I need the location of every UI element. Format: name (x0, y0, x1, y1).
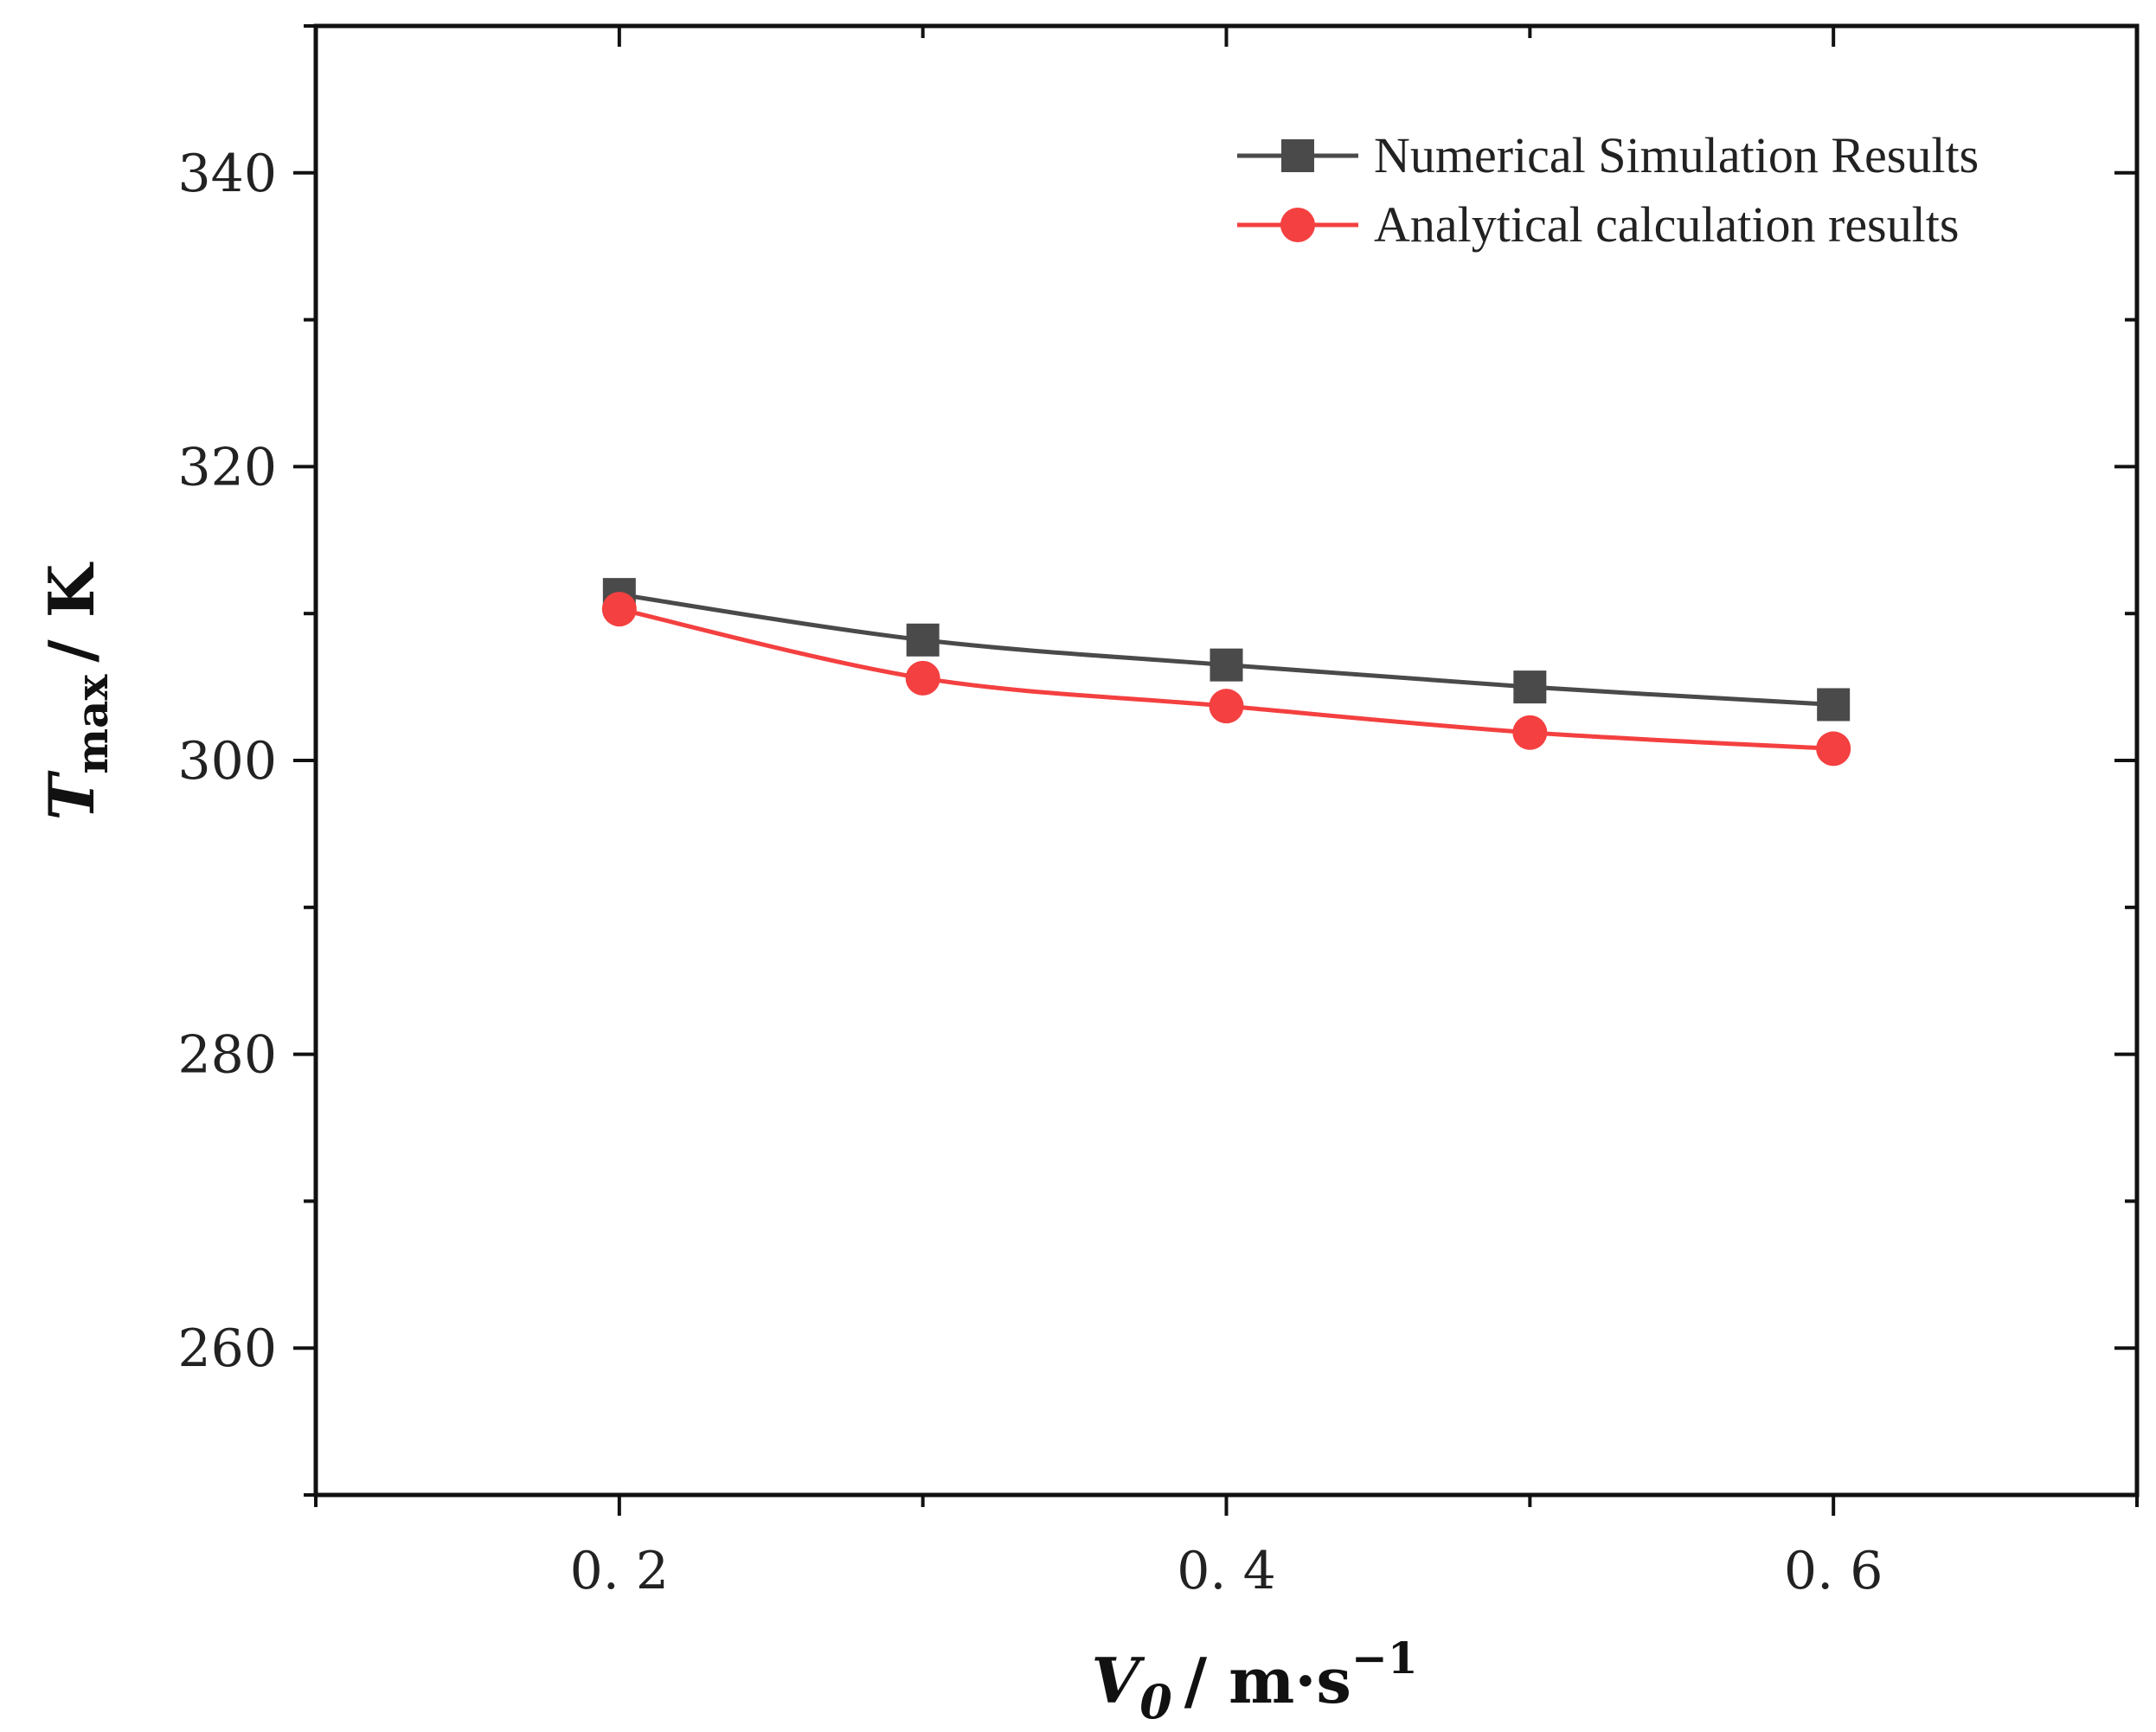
data-point (1512, 715, 1548, 750)
series-2 (601, 592, 1851, 767)
legend-item: Analytical calculation results (1237, 196, 1959, 253)
legend-label: Analytical calculation results (1374, 196, 1959, 253)
legend-marker (1280, 208, 1315, 242)
legend-item: Numerical Simulation Results (1237, 127, 1979, 183)
x-tick-label: 0. 6 (1784, 1541, 1883, 1601)
data-point (1817, 688, 1851, 722)
legend-label: Numerical Simulation Results (1374, 127, 1979, 183)
data-point (906, 623, 940, 657)
legend: Numerical Simulation Results Analytical c… (1237, 127, 1979, 253)
data-point (1210, 648, 1243, 682)
y-axis-title: Tmax/ K (35, 561, 118, 820)
ticks: 0. 2 0. 4 0. 6 260 280 300 320 340 (177, 24, 2139, 1601)
series (601, 578, 1851, 767)
data-point (905, 660, 940, 696)
series-1 (602, 578, 1851, 722)
y-tick-label: 320 (177, 437, 277, 497)
data-point (601, 592, 637, 627)
y-tick-label: 280 (177, 1025, 277, 1086)
y-tick-label: 340 (177, 144, 277, 204)
data-point (1816, 731, 1851, 767)
y-tick-label: 300 (177, 731, 277, 792)
x-tick-label: 0. 4 (1177, 1541, 1276, 1601)
legend-marker (1281, 139, 1314, 172)
data-point (1513, 670, 1547, 704)
x-tick-label: 0. 2 (570, 1541, 670, 1601)
x-axis-title: V0/ m·s−1 (1091, 1633, 1417, 1729)
y-tick-label: 260 (177, 1318, 277, 1379)
data-point (1209, 689, 1244, 724)
